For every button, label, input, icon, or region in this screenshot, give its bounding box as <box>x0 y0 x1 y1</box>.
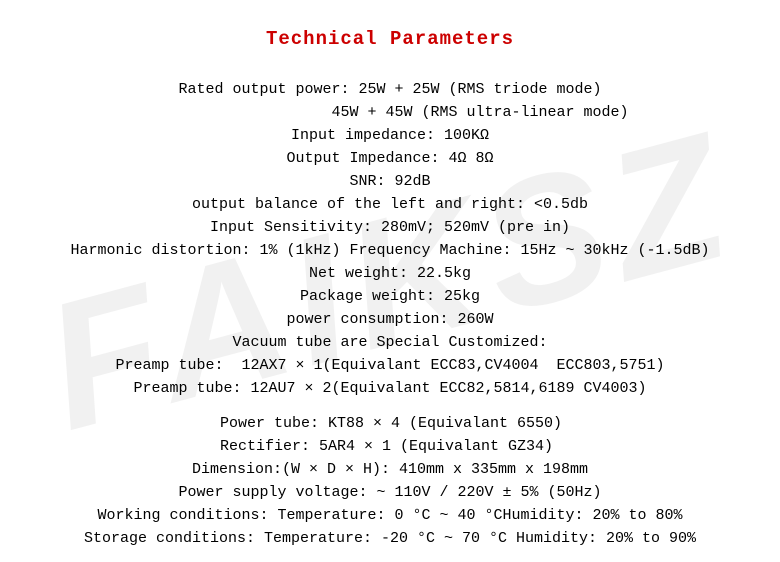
spec-vacuum-tube-header: Vacuum tube are Special Customized: <box>20 331 760 354</box>
spec-output-impedance: Output Impedance: 4Ω 8Ω <box>20 147 760 170</box>
sheet-title: Technical Parameters <box>20 28 760 50</box>
spec-storage-conditions: Storage conditions: Temperature: -20 °C … <box>20 527 760 550</box>
spec-snr: SNR: 92dB <box>20 170 760 193</box>
spec-sheet: Technical Parameters Rated output power:… <box>0 0 780 562</box>
spec-input-sensitivity: Input Sensitivity: 280mV; 520mV (pre in) <box>20 216 760 239</box>
spec-dimension: Dimension:(W × D × H): 410mm x 335mm x 1… <box>20 458 760 481</box>
spec-rectifier: Rectifier: 5AR4 × 1 (Equivalant GZ34) <box>20 435 760 458</box>
spec-power-supply: Power supply voltage: ~ 110V / 220V ± 5%… <box>20 481 760 504</box>
spec-power-tube: Power tube: KT88 × 4 (Equivalant 6550) <box>20 412 760 435</box>
spec-output-balance: output balance of the left and right: <0… <box>20 193 760 216</box>
spec-working-conditions: Working conditions: Temperature: 0 °C ~ … <box>20 504 760 527</box>
spec-power-consumption: power consumption: 260W <box>20 308 760 331</box>
spec-net-weight: Net weight: 22.5kg <box>20 262 760 285</box>
spacer <box>20 400 760 412</box>
spec-harmonic-distortion: Harmonic distortion: 1% (1kHz) Frequency… <box>20 239 760 262</box>
spec-preamp-tube-1: Preamp tube: 12AX7 × 1(Equivalant ECC83,… <box>20 354 760 377</box>
spec-rated-output-2: 45W + 45W (RMS ultra-linear mode) <box>20 101 760 124</box>
spec-package-weight: Package weight: 25kg <box>20 285 760 308</box>
spec-input-impedance: Input impedance: 100KΩ <box>20 124 760 147</box>
spec-preamp-tube-2: Preamp tube: 12AU7 × 2(Equivalant ECC82,… <box>20 377 760 400</box>
spec-rated-output-1: Rated output power: 25W + 25W (RMS triod… <box>20 78 760 101</box>
